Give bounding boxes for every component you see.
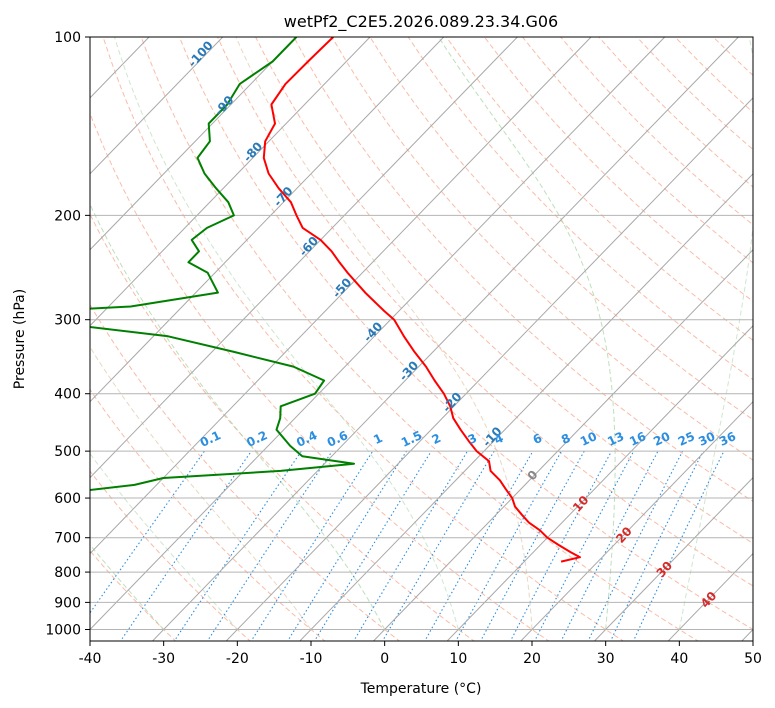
isotherm--20 <box>225 97 753 641</box>
dry-adiabats <box>90 37 753 641</box>
dry-adiabat <box>255 37 753 544</box>
x-tick-label: -20 <box>226 651 249 667</box>
moist-adiabat <box>678 37 753 630</box>
mixing-ratio-label: 30 <box>696 429 717 449</box>
y-tick-label: 400 <box>54 387 81 403</box>
mixing-ratio-line <box>119 450 252 641</box>
y-tick-label: 600 <box>54 491 81 507</box>
dry-adiabat <box>90 111 550 641</box>
x-tick-label: 50 <box>744 651 762 667</box>
isotherm--40 <box>90 37 666 631</box>
x-axis-label: Temperature (°C) <box>360 681 482 697</box>
mixing-ratio-label: 20 <box>651 429 672 449</box>
mixing-ratio-label: 36 <box>717 429 738 449</box>
x-tick-label: -40 <box>79 651 102 667</box>
y-tick-label: 800 <box>54 565 81 581</box>
moist-adiabat <box>90 452 238 630</box>
x-tick-label: 40 <box>670 651 688 667</box>
plot-area <box>90 37 753 641</box>
chart-title: wetPf2_C2E5.2026.089.23.34.G06 <box>284 12 558 32</box>
moist-adiabat <box>90 203 386 630</box>
mixing-ratio-line <box>250 450 374 641</box>
isotherm--80 <box>90 37 371 327</box>
y-axis-label: Pressure (hPa) <box>12 289 28 389</box>
dry-adiabat <box>90 213 475 641</box>
mixing-ratio-line <box>455 450 562 641</box>
isotherm-30 <box>593 476 753 641</box>
isotherm--50 <box>90 37 592 555</box>
isotherm--70 <box>90 37 445 403</box>
x-tick-label: 10 <box>449 651 467 667</box>
dry-adiabat <box>331 37 753 461</box>
y-tick-label: 100 <box>54 30 81 46</box>
mixing-ratio-label: 16 <box>627 429 648 449</box>
temperature-trace <box>262 37 581 563</box>
dry-adiabat <box>217 37 753 587</box>
mixing-ratio-label: 10 <box>578 429 599 449</box>
isobars <box>90 37 753 630</box>
mixing-ratio-line <box>90 450 205 614</box>
y-axis: 100 200 300 400 500 600 700 800 900 1000 <box>45 30 90 639</box>
mixing-ratio-line <box>509 450 613 641</box>
isotherm-10 <box>446 325 753 641</box>
x-axis: -40 -30 -20 -10 0 10 20 30 40 50 <box>79 641 762 667</box>
y-tick-label: 500 <box>54 444 81 460</box>
y-tick-label: 300 <box>54 313 81 329</box>
x-tick-label: 20 <box>523 651 541 667</box>
dry-adiabat <box>178 37 753 631</box>
isotherm--30 <box>151 37 739 641</box>
isotherm-0 <box>372 249 753 641</box>
x-tick-label: -10 <box>300 651 323 667</box>
mixing-ratio-line <box>313 450 432 641</box>
isotherm--90 <box>90 37 297 251</box>
moist-adiabat <box>90 346 312 630</box>
mixing-ratio-line <box>587 450 684 641</box>
mixing-ratio-label: 13 <box>605 429 626 449</box>
x-tick-label: 0 <box>380 651 389 667</box>
isotherm--10 <box>299 173 753 641</box>
dry-adiabat <box>102 37 625 641</box>
isotherms <box>90 37 753 641</box>
x-tick-label: -30 <box>152 651 175 667</box>
dry-adiabat <box>90 550 177 641</box>
moist-adiabat <box>235 37 533 630</box>
x-tick-label: 30 <box>597 651 615 667</box>
dewpoint-trace <box>90 37 355 491</box>
dry-adiabat <box>293 37 753 502</box>
moist-adiabat <box>438 37 616 630</box>
sounding-traces <box>90 37 581 563</box>
isotherm-20 <box>520 400 753 641</box>
y-tick-label: 900 <box>54 595 81 611</box>
mixing-ratio-label: 25 <box>676 429 697 449</box>
isotherm--60 <box>90 37 518 479</box>
y-tick-label: 200 <box>54 208 81 224</box>
mixing-ratio-line <box>206 450 333 641</box>
plot-frame <box>89 36 754 642</box>
mixing-ratio-line <box>560 450 659 641</box>
y-tick-label: 1000 <box>45 623 81 639</box>
y-tick-label: 700 <box>54 531 81 547</box>
moist-adiabat <box>90 544 165 630</box>
isotherm--100 <box>90 37 224 175</box>
dry-adiabat <box>407 37 753 381</box>
dry-adiabat <box>90 388 326 641</box>
mixing-ratio-line <box>173 450 302 641</box>
